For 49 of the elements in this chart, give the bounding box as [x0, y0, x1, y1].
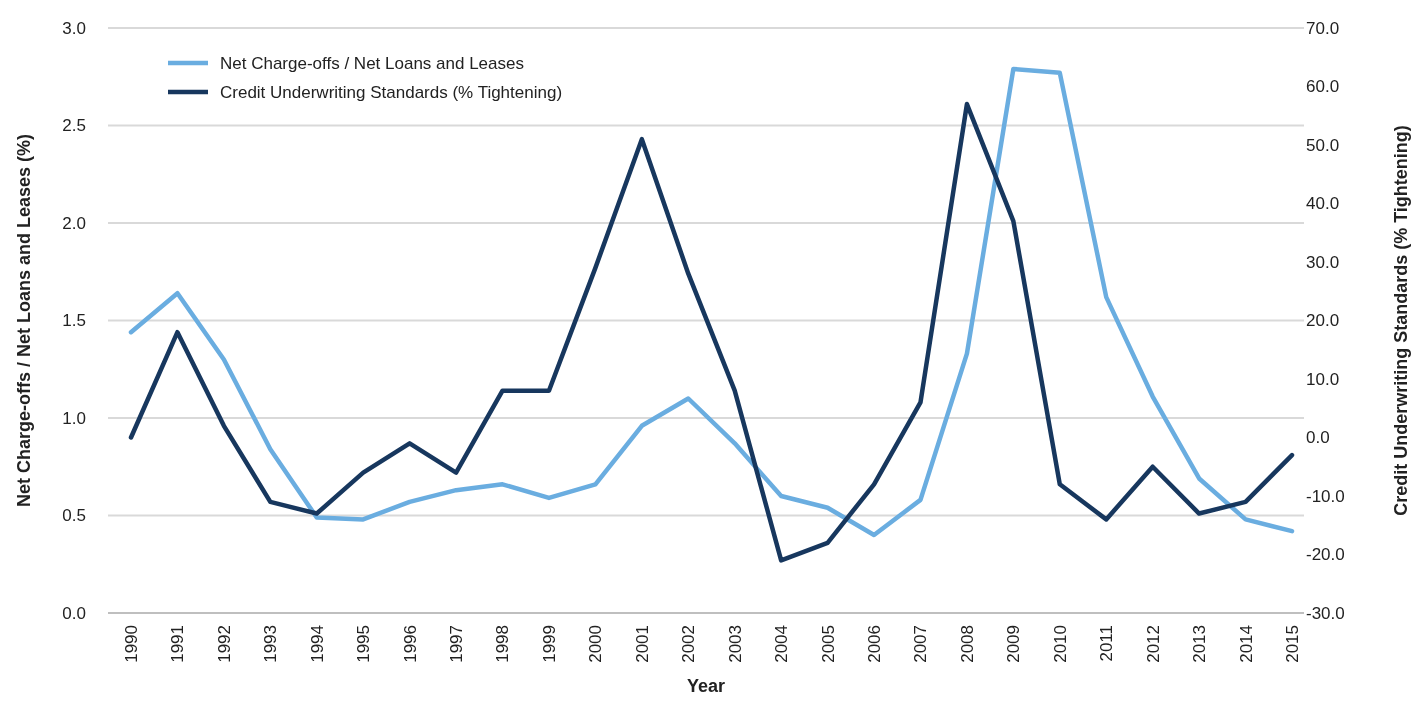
x-tick-label: 2001 — [632, 625, 652, 663]
y-tick-label: 2.0 — [62, 213, 86, 233]
y2-tick-label: 60.0 — [1306, 77, 1340, 97]
y-tick-label: 2.5 — [62, 116, 86, 136]
x-tick-label: 1993 — [261, 625, 281, 663]
x-tick-label: 2014 — [1236, 625, 1256, 663]
y2-tick-label: 0.0 — [1306, 428, 1330, 448]
y2-tick-label: 40.0 — [1306, 194, 1340, 214]
x-tick-label: 2000 — [586, 625, 606, 663]
y-axis-title: Net Charge-offs / Net Loans and Leases (%) — [14, 133, 34, 508]
y2-axis-title: Credit Underwriting Standards (% Tightening) — [1391, 125, 1411, 516]
x-tick-label: 2015 — [1282, 625, 1302, 663]
y-tick-label: 3.0 — [62, 18, 86, 38]
y-tick-label: 1.5 — [62, 311, 86, 331]
y2-tick-label: 20.0 — [1306, 311, 1340, 331]
x-tick-label: 2006 — [864, 625, 884, 663]
x-tick-label: 1996 — [400, 625, 420, 663]
x-tick-label: 2011 — [1097, 625, 1117, 662]
x-tick-label: 2004 — [772, 625, 792, 663]
x-tick-label: 2003 — [725, 625, 745, 663]
x-tick-label: 2013 — [1190, 625, 1210, 663]
x-axis-title: Year — [686, 676, 726, 696]
x-tick-label: 1998 — [493, 625, 513, 663]
y2-tick-label: 10.0 — [1306, 369, 1340, 389]
y-tick-label: 1.0 — [62, 408, 86, 428]
y-tick-label: 0.5 — [62, 506, 86, 526]
x-tick-label: 2009 — [1004, 625, 1024, 663]
y2-tick-label: -30.0 — [1306, 603, 1345, 623]
x-tick-label: 2010 — [1050, 625, 1070, 663]
legend-label: Credit Underwriting Standards (% Tightening) — [220, 82, 563, 102]
y-tick-label: 0.0 — [62, 603, 86, 623]
x-tick-label: 1999 — [539, 625, 559, 663]
x-tick-label: 2005 — [818, 625, 838, 663]
y2-tick-label: 50.0 — [1306, 135, 1340, 155]
legend-label: Net Charge-offs / Net Loans and Leases — [220, 53, 524, 73]
x-tick-label: 1994 — [307, 625, 327, 663]
x-tick-label: 1990 — [121, 625, 141, 663]
y2-tick-label: 70.0 — [1306, 18, 1340, 38]
x-tick-label: 1995 — [354, 625, 374, 663]
y2-tick-label: -20.0 — [1306, 545, 1345, 565]
x-tick-label: 1991 — [168, 625, 188, 663]
x-tick-label: 2002 — [679, 625, 699, 663]
x-tick-label: 2012 — [1143, 625, 1163, 663]
y2-tick-label: -10.0 — [1306, 486, 1345, 506]
x-tick-label: 1997 — [447, 625, 467, 663]
x-tick-label: 1992 — [214, 625, 234, 663]
x-tick-label: 2007 — [911, 625, 931, 663]
x-tick-label: 2008 — [957, 625, 977, 663]
y2-tick-label: 30.0 — [1306, 252, 1340, 272]
